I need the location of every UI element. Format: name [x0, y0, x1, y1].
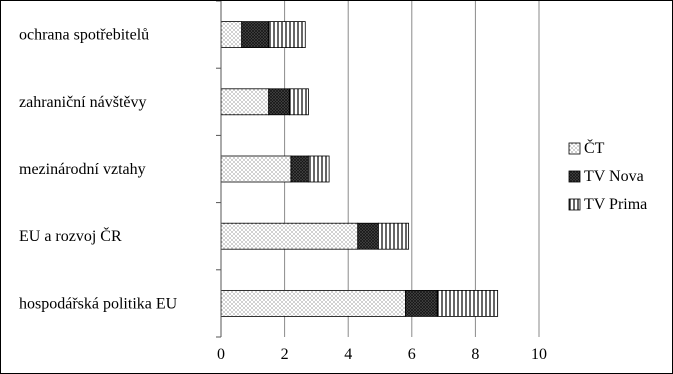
- bar-segment-dots: [220, 222, 359, 250]
- category-label: ochrana spotřebitelů: [19, 27, 149, 44]
- bar-segment-vertical-lines: [378, 222, 410, 250]
- legend-swatch: [568, 170, 581, 183]
- bar-segment-dots: [220, 155, 292, 183]
- bar-segment-vertical-lines: [268, 21, 306, 49]
- bar-segment-vertical-lines: [288, 88, 309, 116]
- bar-segment-vertical-lines: [436, 289, 499, 317]
- legend-label: TV Nova: [584, 168, 644, 185]
- bar-segment-dots: [220, 289, 406, 317]
- bar-segment-crosshatch: [357, 222, 379, 250]
- category-label: EU a rozvoj ČR: [19, 226, 122, 245]
- x-tick-label: 10: [531, 346, 547, 363]
- category-label: hospodářská politika EU: [19, 295, 178, 312]
- legend-label: ČT: [584, 138, 605, 157]
- x-tick-label: 8: [471, 346, 479, 363]
- bar-series: [220, 21, 499, 317]
- legend-swatch: [568, 142, 581, 155]
- category-label: zahraniční návštěvy: [19, 94, 147, 111]
- gridlines: [284, 1, 540, 337]
- x-tick-label: 4: [344, 346, 352, 363]
- legend: ČT TV Nova TV Prima: [568, 138, 647, 213]
- x-tick-label: 2: [281, 346, 289, 363]
- bar-segment-vertical-lines: [308, 155, 330, 183]
- bar-segment-dots: [220, 88, 270, 116]
- axes: [216, 1, 222, 338]
- tick-labels: 0 2 4 6 8 10: [217, 346, 547, 363]
- legend-swatch: [568, 198, 581, 211]
- bar-segment-crosshatch: [268, 88, 290, 116]
- x-tick-label: 6: [408, 346, 416, 363]
- bar-segment-crosshatch: [405, 289, 438, 317]
- bar-segment-crosshatch: [241, 21, 270, 49]
- bar-segment-crosshatch: [290, 155, 309, 183]
- legend-label: TV Prima: [584, 196, 647, 213]
- x-tick-label: 0: [217, 346, 225, 363]
- category-label: mezinárodní vztahy: [19, 161, 146, 178]
- category-labels: ochrana spotřebitelů zahraniční návštěvy m…: [19, 27, 178, 313]
- bar-segment-dots: [220, 21, 243, 49]
